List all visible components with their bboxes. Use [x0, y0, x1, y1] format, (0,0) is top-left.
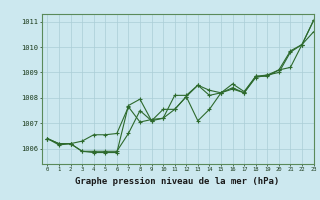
X-axis label: Graphe pression niveau de la mer (hPa): Graphe pression niveau de la mer (hPa) — [76, 177, 280, 186]
